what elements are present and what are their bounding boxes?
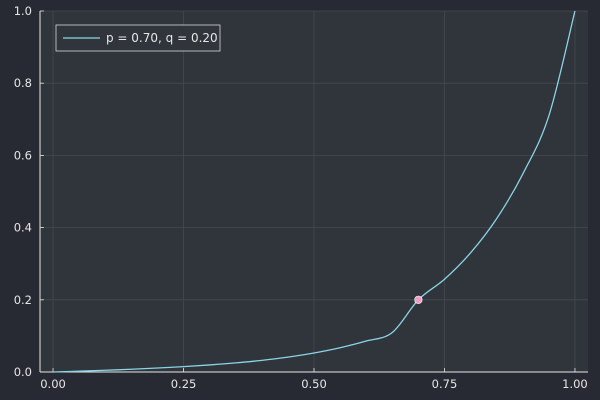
- y-tick-label: 0.0: [14, 365, 32, 379]
- y-tick-label: 0.6: [14, 148, 32, 162]
- axes: [39, 10, 588, 373]
- y-tick-label: 1.0: [14, 4, 32, 18]
- tick-labels: 0.00 0.25 0.50 0.75 1.00 0.0 0.2 0.4 0.6 0.8 1.0: [14, 4, 588, 391]
- series-line: [53, 10, 576, 373]
- series-layer: [53, 10, 576, 373]
- x-tick-label: 0.00: [40, 377, 66, 391]
- x-tick-label: 0.75: [432, 377, 458, 391]
- data-point-marker: [414, 295, 423, 304]
- x-tick-label: 1.00: [562, 377, 588, 391]
- marker-layer: [414, 295, 423, 304]
- legend: p = 0.70, q = 0.20: [55, 24, 221, 52]
- y-tick-label: 0.4: [14, 221, 32, 235]
- x-tick-label: 0.25: [171, 377, 197, 391]
- x-tick-label: 0.50: [301, 377, 327, 391]
- y-tick-label: 0.8: [14, 76, 32, 90]
- grid-lines: [40, 10, 588, 373]
- legend-label: p = 0.70, q = 0.20: [106, 31, 218, 45]
- y-tick-label: 0.2: [14, 293, 32, 307]
